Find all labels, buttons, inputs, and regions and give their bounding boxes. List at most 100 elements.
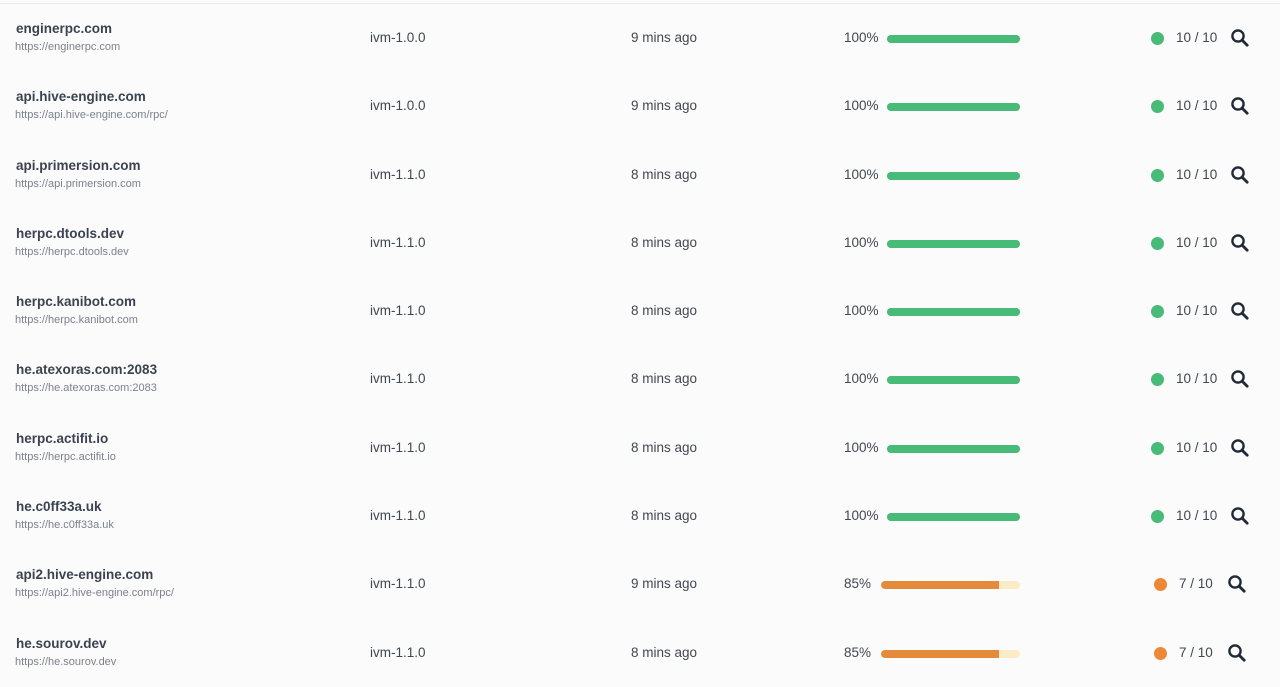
node-name[interactable]: enginerpc.com xyxy=(16,21,113,36)
last-checked-time: 8 mins ago xyxy=(631,371,698,387)
node-version: ivm-1.1.0 xyxy=(370,166,426,182)
table-row: he.c0ff33a.uk https://he.c0ff33a.uk ivm-… xyxy=(0,482,1280,550)
health-percent: 85% xyxy=(844,576,872,592)
status-dot xyxy=(1151,441,1164,455)
table-row: api.hive-engine.com https://api.hive-eng… xyxy=(0,72,1280,140)
last-checked-time: 8 mins ago xyxy=(631,303,698,319)
health-percent: 100% xyxy=(844,371,879,387)
health-progress-bar xyxy=(887,239,1020,248)
search-icon[interactable] xyxy=(1230,28,1250,48)
node-url[interactable]: https://api.primersion.com xyxy=(15,177,141,190)
status-dot xyxy=(1151,510,1164,524)
node-version: ivm-1.1.0 xyxy=(370,303,426,319)
search-icon-glyph xyxy=(1231,29,1249,47)
status-dot xyxy=(1154,578,1167,592)
health-progress-bar xyxy=(887,376,1020,385)
health-percent: 85% xyxy=(844,644,872,660)
node-name[interactable]: herpc.actifit.io xyxy=(16,430,109,446)
table-row: he.sourov.dev https://he.sourov.dev ivm-… xyxy=(0,619,1280,687)
health-progress-bar xyxy=(887,171,1020,180)
node-name[interactable]: he.atexoras.com:2083 xyxy=(16,362,158,378)
test-score: 7 / 10 xyxy=(1179,644,1213,660)
last-checked-time: 9 mins ago xyxy=(631,576,698,592)
last-checked-time: 9 mins ago xyxy=(631,98,698,114)
health-progress-fill xyxy=(887,308,1020,317)
search-icon[interactable] xyxy=(1230,165,1250,185)
node-url[interactable]: https://api2.hive-engine.com/rpc/ xyxy=(15,587,174,600)
status-dot xyxy=(1151,100,1164,114)
health-progress-bar xyxy=(881,581,1020,590)
status-dot xyxy=(1151,305,1164,319)
node-url[interactable]: https://he.c0ff33a.uk xyxy=(15,519,114,532)
health-progress-fill xyxy=(887,103,1020,112)
table-row: api2.hive-engine.com https://api2.hive-e… xyxy=(0,550,1280,618)
status-dot xyxy=(1154,646,1167,660)
health-progress-bar xyxy=(887,513,1020,522)
search-icon[interactable] xyxy=(1230,506,1250,526)
test-score: 10 / 10 xyxy=(1176,30,1218,45)
search-icon[interactable] xyxy=(1230,96,1250,116)
health-percent: 100% xyxy=(844,439,879,455)
health-progress-fill xyxy=(887,171,1020,180)
health-percent: 100% xyxy=(844,166,879,182)
node-url[interactable]: https://herpc.actifit.io xyxy=(15,450,116,463)
node-url[interactable]: https://herpc.dtools.dev xyxy=(15,245,129,258)
health-progress-bar xyxy=(881,649,1020,658)
node-name[interactable]: he.sourov.dev xyxy=(16,635,107,651)
test-score: 10 / 10 xyxy=(1176,303,1218,319)
last-checked-time: 8 mins ago xyxy=(631,439,698,455)
node-url[interactable]: https://he.atexoras.com:2083 xyxy=(15,382,157,395)
search-icon-glyph xyxy=(1231,438,1249,457)
node-version: ivm-1.0.0 xyxy=(370,98,426,114)
health-percent: 100% xyxy=(844,303,879,319)
status-dot xyxy=(1151,32,1164,45)
health-progress-fill xyxy=(887,35,1020,43)
node-name[interactable]: api2.hive-engine.com xyxy=(16,567,154,583)
health-progress-fill xyxy=(887,376,1020,385)
health-percent: 100% xyxy=(844,30,879,45)
node-url[interactable]: https://herpc.kanibot.com xyxy=(15,314,138,327)
node-name[interactable]: he.c0ff33a.uk xyxy=(16,499,102,515)
node-version: ivm-1.1.0 xyxy=(370,371,426,387)
node-url[interactable]: https://enginerpc.com xyxy=(15,41,121,53)
health-progress-bar xyxy=(887,444,1020,453)
health-progress-bar xyxy=(887,35,1020,43)
node-name[interactable]: herpc.kanibot.com xyxy=(16,294,137,310)
search-icon-glyph xyxy=(1231,302,1249,320)
search-icon[interactable] xyxy=(1230,369,1250,389)
node-version: ivm-1.0.0 xyxy=(370,30,426,45)
node-name[interactable]: herpc.dtools.dev xyxy=(16,225,125,241)
table-row: he.atexoras.com:2083 https://he.atexoras… xyxy=(0,345,1280,413)
health-progress-fill xyxy=(887,444,1020,453)
health-percent: 100% xyxy=(844,508,879,524)
health-progress-bar xyxy=(887,103,1020,112)
last-checked-time: 9 mins ago xyxy=(631,30,698,45)
node-version: ivm-1.1.0 xyxy=(370,508,426,524)
test-score: 7 / 10 xyxy=(1179,576,1213,592)
table-row: herpc.dtools.dev https://herpc.dtools.de… xyxy=(0,209,1280,277)
node-name[interactable]: api.primersion.com xyxy=(16,157,141,173)
search-icon[interactable] xyxy=(1227,574,1247,594)
search-icon-glyph xyxy=(1231,370,1249,389)
node-url[interactable]: https://api.hive-engine.com/rpc/ xyxy=(15,109,168,122)
node-name[interactable]: api.hive-engine.com xyxy=(16,89,146,105)
status-dot xyxy=(1151,168,1164,182)
search-icon-glyph xyxy=(1231,165,1249,184)
test-score: 10 / 10 xyxy=(1176,166,1218,182)
node-version: ivm-1.1.0 xyxy=(370,439,426,455)
search-icon[interactable] xyxy=(1230,438,1250,458)
search-icon-glyph xyxy=(1228,575,1246,593)
search-icon[interactable] xyxy=(1227,643,1247,663)
search-icon[interactable] xyxy=(1230,301,1250,321)
node-version: ivm-1.1.0 xyxy=(370,234,426,250)
last-checked-time: 8 mins ago xyxy=(631,644,698,660)
health-progress-fill xyxy=(887,513,1020,522)
search-icon[interactable] xyxy=(1230,233,1250,253)
node-url[interactable]: https://he.sourov.dev xyxy=(15,655,117,668)
table-top-divider xyxy=(0,3,1280,4)
last-checked-time: 8 mins ago xyxy=(631,508,698,524)
table-row: herpc.kanibot.com https://herpc.kanibot.… xyxy=(0,277,1280,345)
health-progress-bar xyxy=(887,308,1020,317)
last-checked-time: 8 mins ago xyxy=(631,234,698,250)
table-row: enginerpc.com https://enginerpc.com ivm-… xyxy=(0,4,1280,72)
